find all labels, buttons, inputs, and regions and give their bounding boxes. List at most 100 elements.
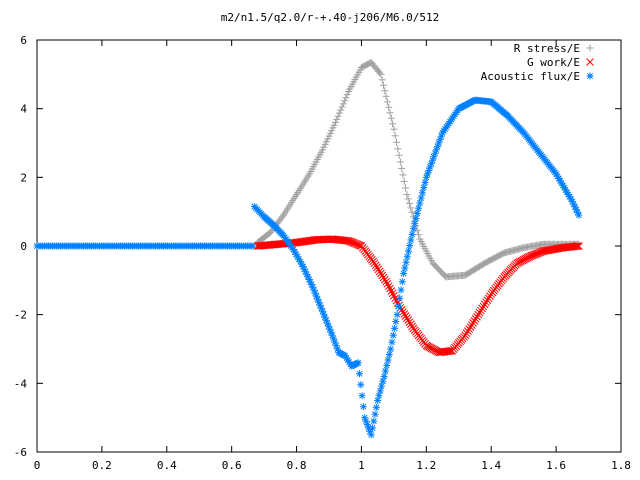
data-point <box>473 312 481 321</box>
data-point <box>407 236 415 244</box>
data-point <box>387 287 396 295</box>
data-point <box>384 282 393 291</box>
data-point <box>408 230 416 238</box>
data-point <box>386 284 394 293</box>
data-point <box>462 329 471 338</box>
chart-title: m2/n1.5/q2.0/r-+.40-j206/M6.0/512 <box>221 11 440 24</box>
data-point <box>400 269 408 277</box>
data-point <box>381 367 389 375</box>
data-point <box>358 392 366 400</box>
data-point <box>377 269 385 278</box>
data-point <box>401 264 409 272</box>
data-point <box>383 98 391 106</box>
data-point <box>399 171 407 179</box>
y-tick-label: 6 <box>20 34 27 47</box>
data-point <box>378 76 386 84</box>
data-point <box>372 403 380 411</box>
data-point <box>474 310 483 319</box>
data-point <box>408 208 416 216</box>
data-point <box>374 265 383 274</box>
data-point <box>390 291 398 300</box>
data-point <box>464 327 472 336</box>
data-point <box>380 372 388 380</box>
data-point <box>566 193 574 201</box>
data-point <box>478 304 486 313</box>
data-point <box>333 115 341 123</box>
data-point <box>379 273 388 282</box>
data-point <box>278 213 286 221</box>
data-point <box>352 240 361 248</box>
data-point <box>343 91 351 99</box>
series-2 <box>250 96 583 439</box>
data-point <box>407 204 415 212</box>
data-point <box>331 118 339 126</box>
data-point <box>338 103 346 111</box>
data-point <box>404 316 413 325</box>
data-point <box>403 191 411 198</box>
data-point <box>466 323 475 331</box>
data-point <box>572 242 580 251</box>
data-point <box>376 387 384 395</box>
data-point <box>373 263 381 272</box>
data-point <box>359 403 367 411</box>
data-point <box>385 350 393 358</box>
x-tick-label: 1.2 <box>416 459 436 472</box>
data-point <box>370 417 378 425</box>
data-point <box>397 286 405 294</box>
flat-point <box>249 242 257 250</box>
data-point <box>409 225 417 233</box>
data-point <box>386 109 394 117</box>
data-point <box>534 249 542 258</box>
data-point <box>391 132 399 140</box>
data-point <box>351 239 359 248</box>
data-point <box>406 320 415 329</box>
data-point <box>445 347 454 355</box>
data-point <box>310 286 318 294</box>
data-point <box>370 259 379 268</box>
legend-label: Acoustic flux/E <box>481 70 580 83</box>
data-marks <box>33 58 583 439</box>
data-point <box>526 252 535 261</box>
data-point <box>417 194 425 202</box>
data-point <box>483 296 492 305</box>
data-point <box>404 195 412 203</box>
data-point <box>470 316 479 325</box>
y-tick-label: 4 <box>20 103 27 116</box>
data-point <box>528 251 537 260</box>
data-point <box>314 295 322 303</box>
x-tick-label: 0.4 <box>157 459 177 472</box>
x-tick-label: 1.8 <box>611 459 631 472</box>
data-point <box>383 361 391 369</box>
data-point <box>469 319 477 327</box>
data-point <box>398 278 406 286</box>
data-point <box>415 231 423 239</box>
data-point <box>405 318 414 327</box>
data-point <box>393 311 401 319</box>
y-tick-label: 0 <box>20 240 27 253</box>
data-point <box>484 294 493 303</box>
data-point <box>476 306 485 315</box>
data-point <box>396 294 404 302</box>
data-point <box>337 106 345 114</box>
data-point <box>357 381 365 389</box>
x-tick-label: 1.4 <box>481 459 501 472</box>
data-point <box>408 322 416 331</box>
data-point <box>527 251 536 260</box>
data-point <box>406 242 414 250</box>
data-point <box>353 240 362 249</box>
x-tick-label: 0 <box>34 459 41 472</box>
data-point <box>403 314 411 322</box>
data-point <box>394 302 402 310</box>
data-point <box>398 164 406 172</box>
flat-zero-segment <box>33 242 257 250</box>
data-point <box>392 318 400 326</box>
data-point <box>392 138 400 146</box>
data-point <box>385 103 393 111</box>
data-point <box>376 69 384 77</box>
data-point <box>475 308 484 317</box>
data-point <box>421 178 429 186</box>
data-point <box>381 87 389 95</box>
data-point <box>348 238 357 247</box>
data-point <box>482 298 490 307</box>
